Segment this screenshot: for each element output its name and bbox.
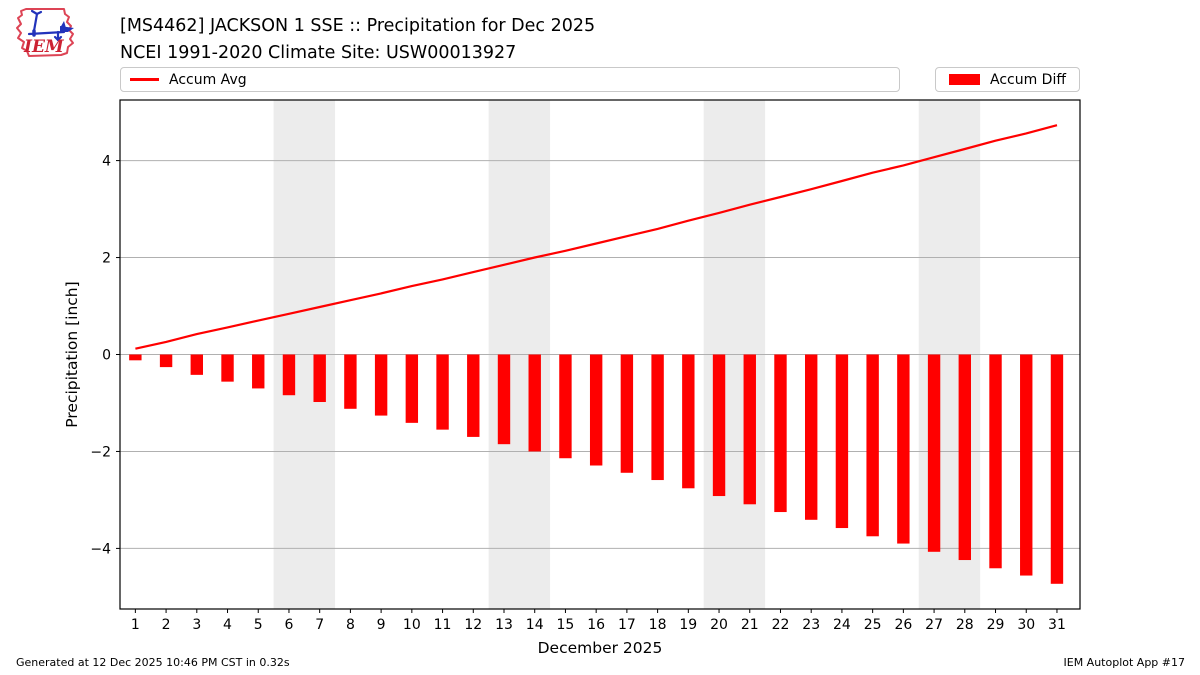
logo-text: IEM — [23, 37, 65, 57]
x-tick-label: 19 — [679, 617, 697, 633]
chart-title: [MS4462] JACKSON 1 SSE :: Precipitation … — [120, 16, 596, 36]
x-tick-label: 20 — [710, 617, 728, 633]
x-tick-label: 29 — [987, 617, 1005, 633]
x-tick-label: 30 — [1017, 617, 1035, 633]
accum-diff-bar — [958, 354, 971, 561]
app-credit: IEM Autoplot App #17 — [1063, 656, 1186, 669]
accum-diff-bar — [989, 354, 1002, 569]
x-tick-label: 5 — [254, 617, 263, 633]
x-tick-label: 17 — [618, 617, 636, 633]
legend-accum-diff: Accum Diff — [934, 67, 1080, 92]
x-tick-label: 24 — [833, 617, 851, 633]
weather-instrument-icon — [27, 9, 66, 42]
x-tick-label: 26 — [894, 617, 912, 633]
x-tick-label: 31 — [1048, 617, 1066, 633]
accum-diff-bar — [682, 354, 695, 489]
accum-diff-bar — [528, 354, 541, 452]
legend-accum-diff-label: Accum Diff — [989, 71, 1066, 88]
accum-diff-bar — [620, 354, 634, 473]
x-tick-label: 7 — [315, 617, 324, 633]
x-tick-label: 13 — [495, 617, 513, 633]
x-tick-label: 22 — [772, 617, 790, 633]
accum-diff-bar — [344, 354, 357, 409]
accum-diff-bar — [1050, 354, 1064, 584]
x-tick-label: 9 — [377, 617, 386, 633]
x-tick-label: 4 — [223, 617, 232, 633]
x-tick-label: 8 — [346, 617, 355, 633]
accum-diff-bar — [805, 354, 818, 520]
legend-accum-avg: Accum Avg — [120, 67, 900, 92]
y-tick-label: 4 — [102, 154, 111, 170]
accum-diff-bar — [835, 354, 849, 529]
accum-diff-bar — [252, 354, 265, 389]
x-tick-label: 28 — [956, 617, 974, 633]
chart-header: [MS4462] JACKSON 1 SSE :: Precipitation … — [120, 13, 595, 67]
x-tick-label: 3 — [192, 617, 201, 633]
chart-subtitle: NCEI 1991-2020 Climate Site: USW00013927 — [120, 43, 517, 63]
accum-diff-bar — [927, 354, 941, 552]
generated-timestamp: Generated at 12 Dec 2025 10:46 PM CST in… — [16, 656, 290, 669]
accum-diff-bar — [190, 354, 203, 375]
x-tick-label: 1 — [131, 617, 140, 633]
accum-diff-bar — [159, 354, 173, 368]
x-axis-label: December 2025 — [538, 639, 663, 655]
accum-diff-bar — [559, 354, 572, 459]
x-tick-label: 23 — [802, 617, 820, 633]
accum-diff-bar — [405, 354, 419, 423]
accum-diff-bar — [374, 354, 388, 416]
accum-diff-bar — [743, 354, 756, 505]
x-tick-label: 27 — [925, 617, 943, 633]
y-tick-label: −2 — [90, 444, 111, 460]
precipitation-chart: 1 2 3 4 5 6 7 8 9 10 11 12 13 14 15 16 17 18 19 20 21 22 23 24 2… — [63, 99, 1081, 655]
legend-accum-avg-label: Accum Avg — [169, 71, 247, 88]
accum-diff-bar — [866, 354, 879, 537]
accum-diff-bar-swatch — [948, 74, 980, 85]
x-tick-label: 6 — [284, 617, 293, 633]
accum-diff-bar — [129, 354, 142, 361]
y-tick-label: −4 — [90, 541, 111, 557]
x-tick-label: 21 — [741, 617, 759, 633]
accum-diff-bar — [282, 354, 296, 396]
accum-avg-line-swatch — [130, 78, 159, 81]
x-tick-label: 12 — [464, 617, 482, 633]
x-tick-label: 10 — [403, 617, 421, 633]
accum-diff-bar — [1020, 354, 1033, 576]
y-tick-label: 2 — [102, 251, 111, 267]
weather-vane-icon — [60, 21, 74, 32]
x-tick-label: 15 — [557, 617, 575, 633]
accum-avg-line — [135, 124, 1058, 350]
accum-diff-bar — [774, 354, 787, 513]
accum-diff-bar — [589, 354, 603, 466]
iem-logo: IEM — [16, 8, 74, 57]
accum-diff-bar — [651, 354, 664, 481]
x-tick-label: 16 — [587, 617, 605, 633]
accum-diff-bar — [436, 354, 449, 430]
x-tick-label: 14 — [526, 617, 544, 633]
y-axis-label: Precipitation [inch] — [63, 281, 81, 427]
accum-diff-bar — [897, 354, 910, 544]
x-tick-label: 2 — [162, 617, 171, 633]
accum-diff-bar — [313, 354, 326, 403]
accum-diff-bar — [497, 354, 511, 445]
x-tick-label: 25 — [864, 617, 882, 633]
legend: Accum Avg Accum Diff — [120, 67, 1080, 92]
y-tick-label: 0 — [102, 348, 111, 364]
accum-diff-bar — [221, 354, 234, 382]
accum-diff-bar — [467, 354, 480, 437]
x-tick-label: 18 — [649, 617, 667, 633]
x-tick-label: 11 — [434, 617, 452, 633]
accum-diff-bar — [712, 354, 726, 497]
